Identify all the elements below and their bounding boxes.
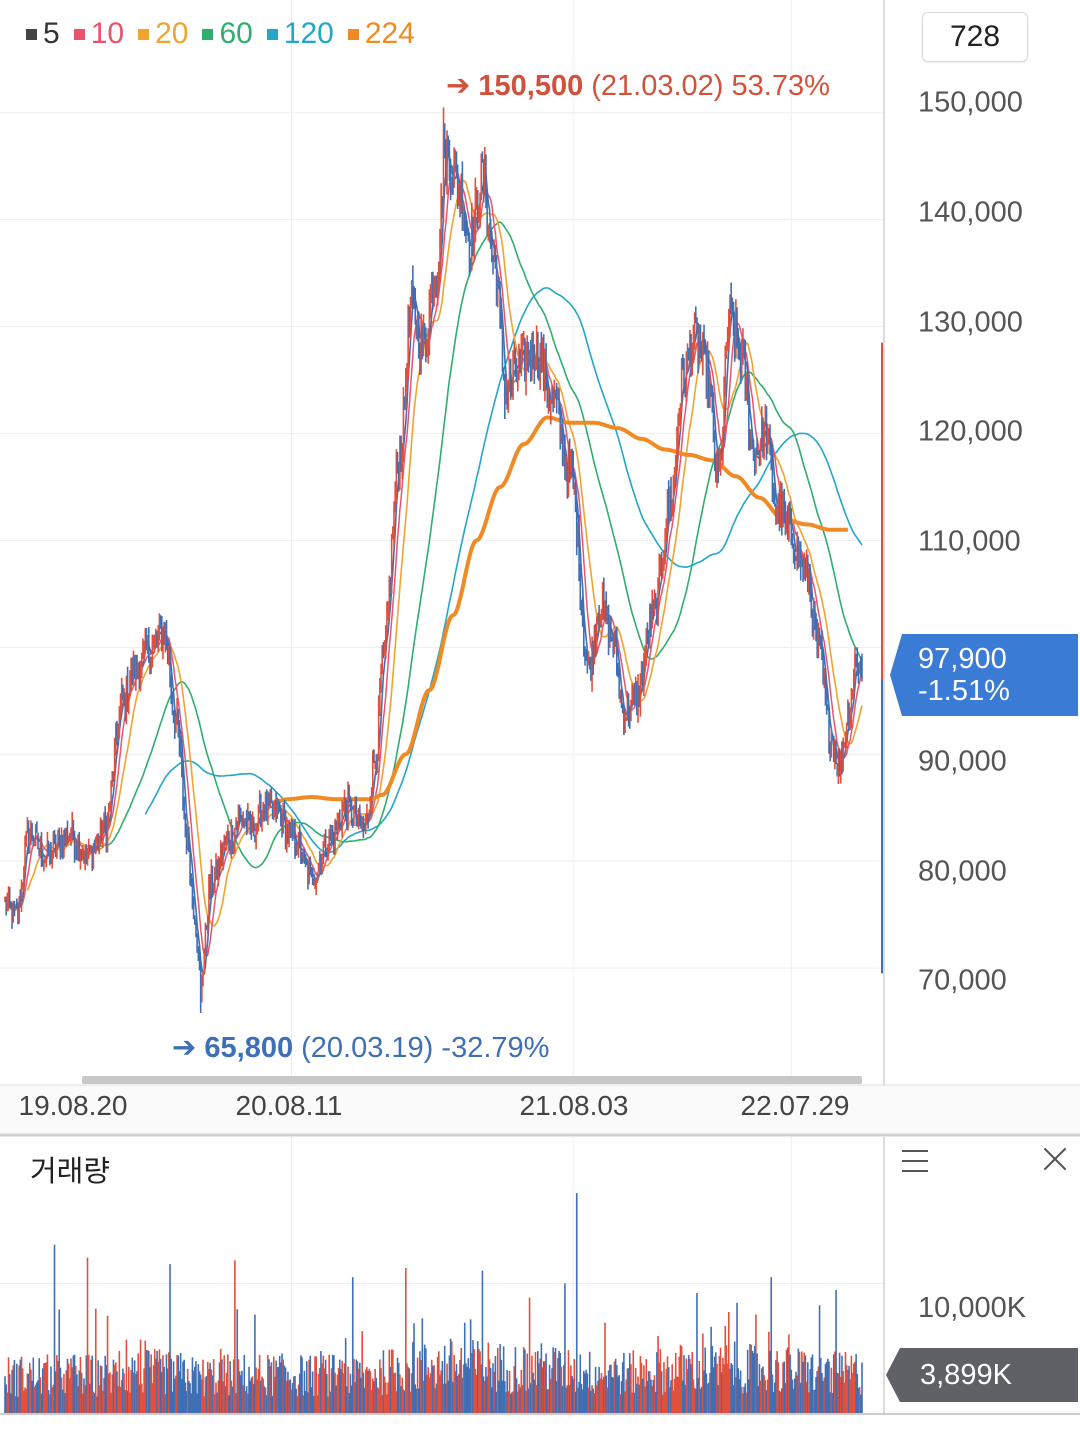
low-price-change: -32.79% bbox=[441, 1032, 550, 1064]
legend-swatch bbox=[202, 28, 214, 40]
range-scrollbar bbox=[82, 1076, 862, 1084]
x-tick-label: 22.07.29 bbox=[740, 1090, 850, 1121]
y-tick-label: 120,000 bbox=[918, 415, 1023, 448]
legend-item-ma10[interactable]: 10 bbox=[73, 17, 125, 51]
volume-y-tick-label: 10,000K bbox=[918, 1292, 1027, 1324]
legend-label: 224 bbox=[364, 17, 415, 50]
x-axis-band bbox=[0, 1085, 1080, 1135]
x-tick-label: 20.08.11 bbox=[235, 1090, 343, 1121]
y-tick-label: 130,000 bbox=[918, 306, 1023, 339]
price-series bbox=[4, 107, 863, 1013]
volume-panel-title: 거래량 bbox=[30, 1156, 111, 1188]
legend-swatch bbox=[26, 28, 37, 40]
y-tick-label: 150,000 bbox=[918, 86, 1023, 119]
legend-swatch bbox=[138, 28, 150, 40]
low-price-value: 65,800 bbox=[204, 1032, 294, 1064]
y-tick-label: 70,000 bbox=[918, 964, 1007, 997]
legend-item-ma224[interactable]: 224 bbox=[347, 17, 415, 51]
current-volume-tag: 3,899K bbox=[886, 1348, 1078, 1402]
high-price-date: (21.03.02) bbox=[591, 70, 724, 102]
moving-average-lines bbox=[9, 148, 863, 975]
legend-label: 10 bbox=[90, 17, 125, 50]
ma224-line bbox=[272, 415, 849, 805]
high-price-value: 150,500 bbox=[478, 70, 584, 102]
high-price-change: 53.73% bbox=[731, 70, 830, 102]
legend-label: 20 bbox=[155, 17, 189, 50]
legend-swatch bbox=[73, 28, 85, 40]
low-price-annotation: ➔ 65,800 (20.03.19) -32.79% bbox=[172, 1030, 549, 1065]
y-tick-label: 110,000 bbox=[918, 525, 1021, 558]
legend-item-ma60[interactable]: 60 bbox=[202, 17, 253, 51]
legend-item-ma5[interactable]: 5 bbox=[26, 17, 60, 51]
legend-swatch bbox=[266, 28, 278, 40]
legend-label: 60 bbox=[219, 17, 253, 50]
high-price-annotation: ➔ 150,500 (21.03.02) 53.73% bbox=[446, 68, 830, 103]
period-count-button[interactable]: 728 bbox=[922, 12, 1028, 62]
y-tick-label: 80,000 bbox=[918, 855, 1007, 888]
legend-item-ma120[interactable]: 120 bbox=[266, 17, 334, 51]
current-change: -1.51% bbox=[918, 675, 1010, 707]
ma5-line bbox=[9, 148, 863, 975]
current-price: 97,900 bbox=[918, 643, 1007, 675]
y-tick-label: 90,000 bbox=[918, 745, 1007, 778]
arrow-right-icon: ➔ bbox=[446, 70, 471, 102]
legend-swatch bbox=[347, 28, 359, 40]
menu-icon[interactable] bbox=[900, 1146, 932, 1176]
y-tick-label: 140,000 bbox=[918, 196, 1023, 229]
legend-label: 5 bbox=[43, 17, 60, 50]
ma20-line bbox=[26, 179, 863, 927]
low-price-date: (20.03.19) bbox=[301, 1032, 434, 1064]
current-price-tag: 97,900 -1.51% bbox=[890, 634, 1078, 716]
close-icon[interactable] bbox=[1038, 1142, 1072, 1176]
x-tick-label: 19.08.20 bbox=[18, 1090, 128, 1121]
volume-bars bbox=[4, 1192, 863, 1413]
legend-label: 120 bbox=[283, 17, 334, 50]
arrow-right-icon: ➔ bbox=[172, 1032, 197, 1064]
ma60-line bbox=[74, 221, 863, 869]
grid-lines bbox=[0, 0, 884, 1413]
legend-item-ma20[interactable]: 20 bbox=[138, 17, 188, 51]
ma-legend: 5 10 20 60 120 224 bbox=[26, 14, 415, 54]
x-tick-label: 21.08.03 bbox=[519, 1090, 629, 1121]
